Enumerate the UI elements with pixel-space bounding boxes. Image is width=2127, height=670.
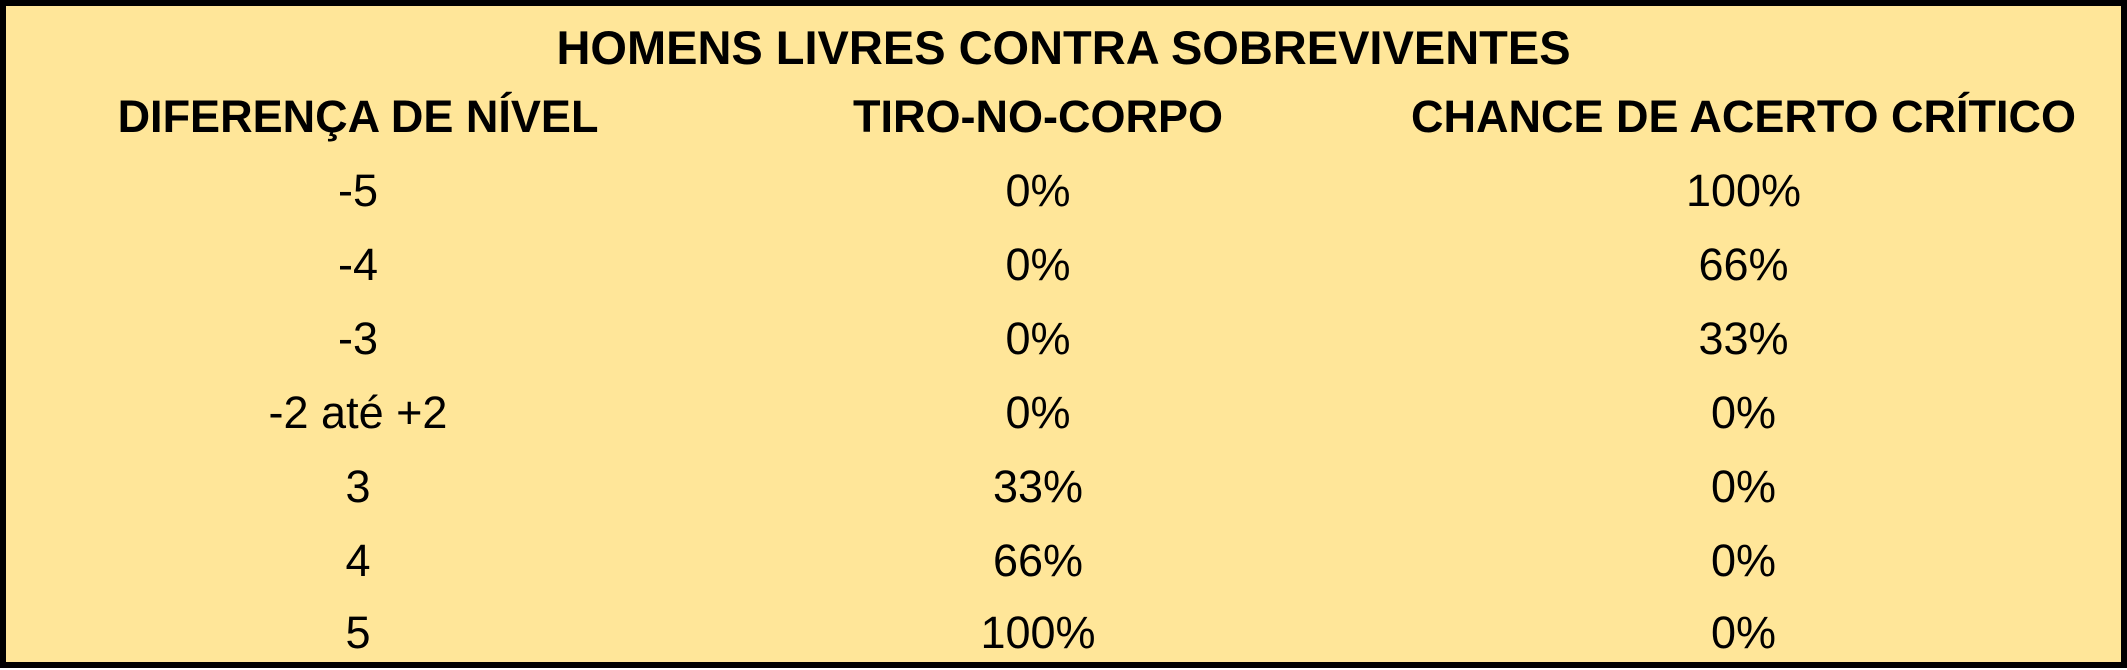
column-header-level-difference: DIFERENÇA DE NÍVEL	[117, 91, 599, 142]
level-difference-cell: 4	[345, 535, 371, 586]
critical-chance-cell: 0%	[1710, 461, 1777, 512]
body-shot-cell: 0%	[1005, 239, 1071, 290]
header-row: DIFERENÇA DE NÍVEL TIRO-NO-CORPO CHANCE …	[6, 80, 2121, 154]
level-difference-cell: 3	[345, 461, 371, 512]
critical-chance-cell: 100%	[1685, 165, 1802, 216]
column-header-critical-chance: CHANCE DE ACERTO CRÍTICO	[1410, 91, 2077, 142]
table-row: 4 66% 0%	[6, 524, 2121, 598]
body-shot-cell: 0%	[1005, 313, 1071, 364]
level-difference-cell: -2 até +2	[268, 387, 448, 438]
table-row: -3 0% 33%	[6, 302, 2121, 376]
level-difference-cell: -4	[337, 239, 378, 290]
table-row: 3 33% 0%	[6, 450, 2121, 524]
table-row: -5 0% 100%	[6, 154, 2121, 228]
body-shot-cell: 0%	[1005, 165, 1071, 216]
table-row: -4 0% 66%	[6, 228, 2121, 302]
critical-chance-cell: 0%	[1710, 387, 1777, 438]
critical-chance-cell: 33%	[1698, 313, 1789, 364]
table-row: -2 até +2 0% 0%	[6, 376, 2121, 450]
column-header-body-shot: TIRO-NO-CORPO	[853, 91, 1223, 142]
level-difference-cell: 5	[345, 607, 371, 658]
critical-chance-cell: 0%	[1710, 607, 1777, 658]
table-row: 5 100% 0%	[6, 596, 2121, 670]
body-shot-cell: 0%	[1005, 387, 1071, 438]
critical-chance-cell: 66%	[1698, 239, 1789, 290]
level-difference-cell: -5	[337, 165, 378, 216]
critical-chance-cell: 0%	[1710, 535, 1777, 586]
body-shot-cell: 100%	[980, 607, 1096, 658]
body-shot-cell: 33%	[992, 461, 1084, 512]
level-difference-cell: -3	[337, 313, 378, 364]
table-title: HOMENS LIVRES CONTRA SOBREVIVENTES	[556, 21, 1571, 74]
body-shot-cell: 66%	[992, 535, 1084, 586]
